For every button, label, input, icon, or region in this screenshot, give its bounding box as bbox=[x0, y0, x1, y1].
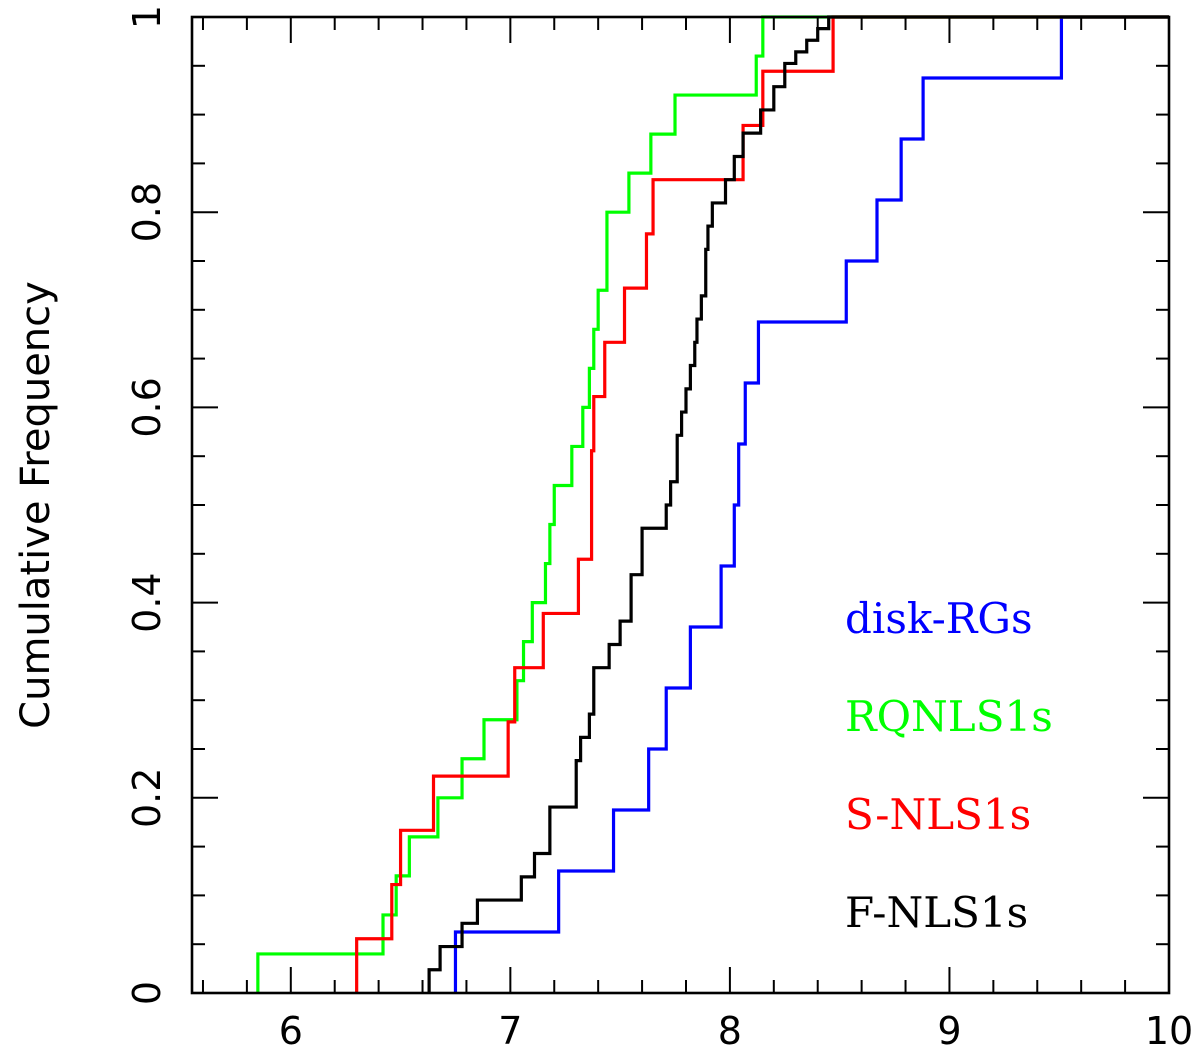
y-tick-label: 0 bbox=[125, 981, 169, 1005]
series-layer bbox=[256, 15, 1169, 993]
legend-entry-s-nls1s: S-NLS1s bbox=[845, 790, 1031, 839]
plot-frame bbox=[190, 15, 1171, 995]
x-tick-label: 8 bbox=[718, 1009, 742, 1051]
series-line-disk-rgs bbox=[453, 15, 1169, 993]
legend: disk-RGs RQNLS1s S-NLS1s F-NLS1s bbox=[845, 594, 1053, 937]
series-line-s-nls1s bbox=[355, 15, 1169, 993]
y-tick-label: 1 bbox=[125, 5, 169, 29]
ticks-layer bbox=[192, 16, 1170, 994]
legend-entry-rqnls1s: RQNLS1s bbox=[845, 692, 1053, 741]
x-tick-label: 6 bbox=[279, 1009, 303, 1051]
legend-entry-disk-rgs: disk-RGs bbox=[845, 594, 1033, 643]
y-tick-label: 0.6 bbox=[125, 377, 169, 437]
y-tick-label: 0.2 bbox=[125, 768, 169, 828]
y-tick-label: 0.8 bbox=[125, 182, 169, 242]
y-axis-label: Cumulative Frequency bbox=[13, 281, 59, 729]
legend-entry-f-nls1s: F-NLS1s bbox=[845, 888, 1028, 937]
y-tick-label: 0.4 bbox=[125, 572, 169, 632]
labels-layer: 6 7 8 9 10 0 0.2 0.4 0.6 0.8 1 bbox=[125, 5, 1193, 1051]
series-line-rqnls1s bbox=[256, 15, 1169, 993]
series-line-f-nls1s bbox=[427, 15, 1169, 993]
x-tick-label: 9 bbox=[937, 1009, 961, 1051]
x-tick-label: 10 bbox=[1145, 1009, 1193, 1051]
x-tick-label: 7 bbox=[498, 1009, 522, 1051]
